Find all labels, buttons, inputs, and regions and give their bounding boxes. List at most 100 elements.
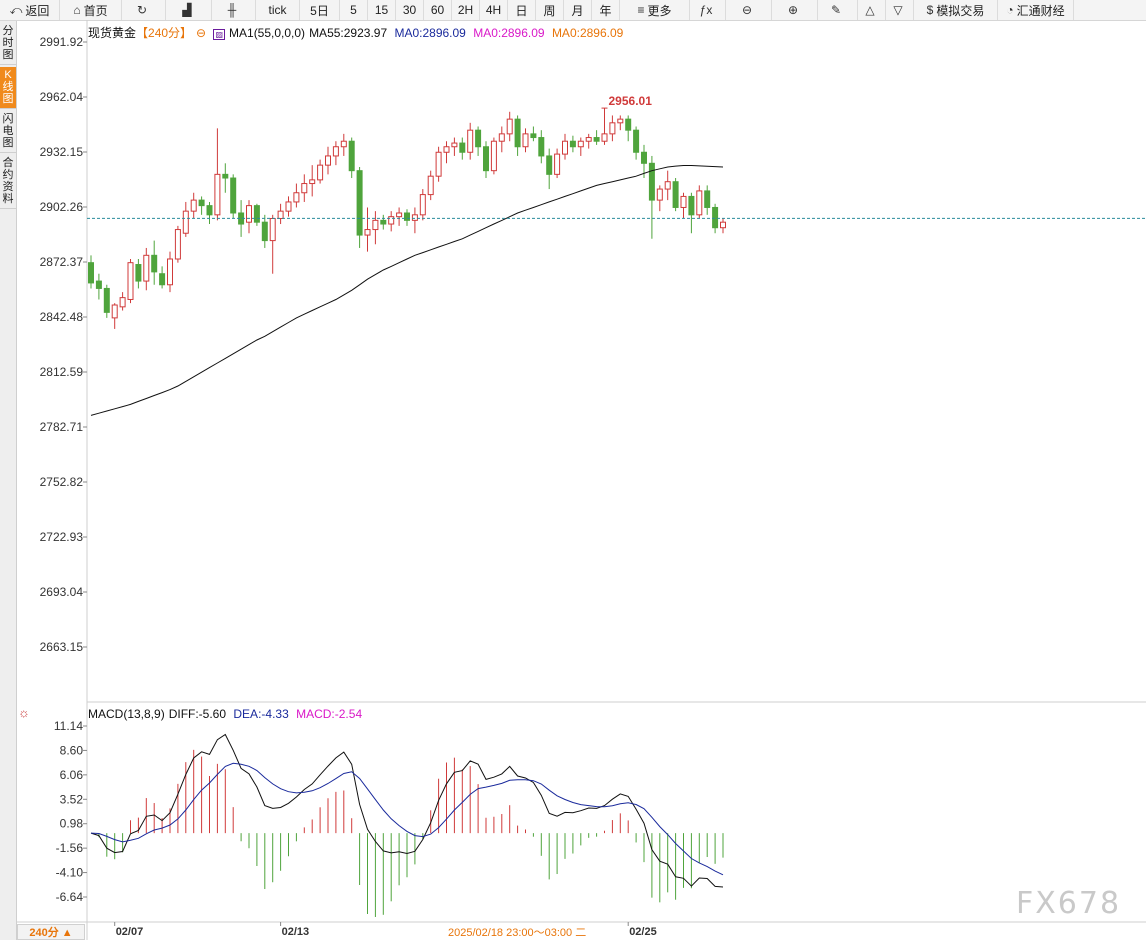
candle-body	[435, 151, 442, 177]
dollar-icon: $	[926, 3, 934, 17]
toolbar-btn-9[interactable]: 30	[396, 0, 424, 20]
toolbar-btn-11[interactable]: 2H	[452, 0, 480, 20]
draw-pen-icon[interactable]: ✎	[818, 0, 858, 20]
zoom-in-icon[interactable]: ⊕	[772, 0, 818, 20]
candle-body	[88, 262, 94, 284]
refresh-icon[interactable]: ↻	[122, 0, 166, 20]
date-label: 02/25	[629, 926, 657, 938]
candle-body	[443, 146, 450, 153]
toolbar-label: 模拟交易	[936, 3, 985, 18]
candle-body	[609, 122, 616, 135]
candle-body	[269, 218, 276, 242]
ma1-label: MA1(55,0,0,0)	[229, 26, 306, 40]
toolbar-label: 年	[599, 3, 612, 18]
ma0-label-a: MA0:2896.09	[394, 26, 466, 40]
price-tick-label: 2842.48	[40, 310, 84, 324]
toolbar-btn-8[interactable]: 15	[368, 0, 396, 20]
macd-tick-label: 3.52	[60, 792, 84, 806]
toolbar-btn-10[interactable]: 60	[424, 0, 452, 20]
toolbar-btn-13[interactable]: 日	[508, 0, 536, 20]
candle-body	[143, 254, 150, 282]
toolbar-label: 5日	[310, 3, 329, 18]
candle-body	[601, 133, 608, 142]
candle-body	[498, 133, 505, 142]
triangle-up-icon[interactable]: △	[858, 0, 886, 20]
toolbar-menu-icon-17[interactable]: ≡ 更多	[620, 0, 690, 20]
candle-body	[411, 214, 418, 221]
toolbar-label: tick	[268, 3, 287, 17]
candle-body	[214, 173, 221, 216]
candle-body	[514, 118, 521, 148]
macd-legend: MACD(13,8,9) DIFF:-5.60 DEA:-4.33 MACD:-2…	[88, 707, 366, 721]
toolbar-logo-swirl-icon-25[interactable]: ◔ 汇通财经	[998, 0, 1074, 20]
formula-icon: ƒx	[699, 3, 713, 17]
date-label: 02/07	[116, 926, 144, 938]
candlestick-icon[interactable]: ╫	[212, 0, 256, 20]
macd-tick-label: -6.64	[56, 890, 84, 904]
logo-swirl-icon: ◔	[1006, 3, 1014, 17]
formula-icon[interactable]: ƒx	[690, 0, 726, 20]
toolbar-btn-5[interactable]: tick	[256, 0, 300, 20]
toolbar-home-icon-1[interactable]: ⌂ 首页	[60, 0, 122, 20]
draw-pen-icon: ✎	[830, 3, 842, 17]
ma0-label-c: MA0:2896.09	[551, 26, 624, 40]
candle-body	[230, 177, 237, 214]
sidebar-tab-2[interactable]: 闪电图	[0, 111, 16, 153]
price-tick-label: 2782.71	[40, 420, 84, 434]
candle-body	[325, 155, 331, 166]
candle-body	[546, 155, 553, 175]
toolbar-label: 周	[543, 3, 556, 18]
candle-body	[348, 140, 355, 172]
ma55-label: MA55:2923.97	[309, 26, 388, 40]
macd-tick-label: 8.60	[60, 743, 84, 757]
zoom-out-icon[interactable]: ⊖	[726, 0, 772, 20]
toolbar-btn-14[interactable]: 周	[536, 0, 564, 20]
candle-body	[293, 192, 300, 203]
bar-chart-icon[interactable]: ▟	[166, 0, 212, 20]
sidebar-tab-3[interactable]: 合约资料	[0, 155, 16, 209]
toolbar-back-arrow-icon-0[interactable]: ⤺ 返回	[0, 0, 60, 20]
sidebar-tab-0[interactable]: 分时图	[0, 23, 16, 65]
price-tick-label: 2872.37	[40, 255, 84, 269]
candle-body	[222, 173, 229, 179]
candle-body	[159, 273, 166, 286]
toolbar-dollar-icon-24[interactable]: $ 模拟交易	[914, 0, 998, 20]
candle-body	[103, 287, 110, 313]
candle-body	[332, 146, 339, 157]
ma55-line	[90, 165, 724, 416]
candle-body	[483, 146, 489, 172]
candle-body	[562, 140, 568, 155]
triangle-down-icon[interactable]: ▽	[886, 0, 914, 20]
diff-line	[90, 733, 724, 888]
toolbar-label: 60	[430, 3, 445, 17]
toolbar-btn-15[interactable]: 月	[564, 0, 592, 20]
toolbar-btn-16[interactable]: 年	[592, 0, 620, 20]
candle-body	[340, 140, 347, 148]
collapse-icon[interactable]: ⊖	[196, 26, 207, 40]
period-selector-button[interactable]: 240分 ▲	[17, 924, 85, 940]
indicator-icon[interactable]: ▨	[213, 29, 226, 40]
candle-body	[427, 175, 434, 196]
candle-body	[680, 195, 687, 208]
macd-name: MACD(13,8,9)	[88, 707, 165, 721]
toolbar-btn-6[interactable]: 5日	[300, 0, 340, 20]
candle-body	[617, 118, 624, 124]
toolbar-btn-7[interactable]: 5	[340, 0, 368, 20]
macd-tick-label: 6.06	[60, 768, 84, 782]
candle-body	[656, 188, 663, 201]
candle-body	[712, 206, 719, 229]
candle-body	[672, 181, 679, 208]
candle-body	[277, 210, 284, 220]
settings-gear-icon[interactable]: ☼	[18, 705, 30, 720]
cursor-time-label: 2025/02/18 23:00～03:00 二	[448, 927, 587, 939]
toolbar-label: 5	[350, 3, 357, 17]
toolbar-btn-12[interactable]: 4H	[480, 0, 508, 20]
candle-body	[151, 254, 158, 273]
date-label: 02/13	[282, 926, 310, 938]
menu-icon: ≡	[637, 3, 645, 17]
candle-body	[688, 195, 695, 216]
ma0-label-b: MA0:2896.09	[473, 26, 545, 40]
